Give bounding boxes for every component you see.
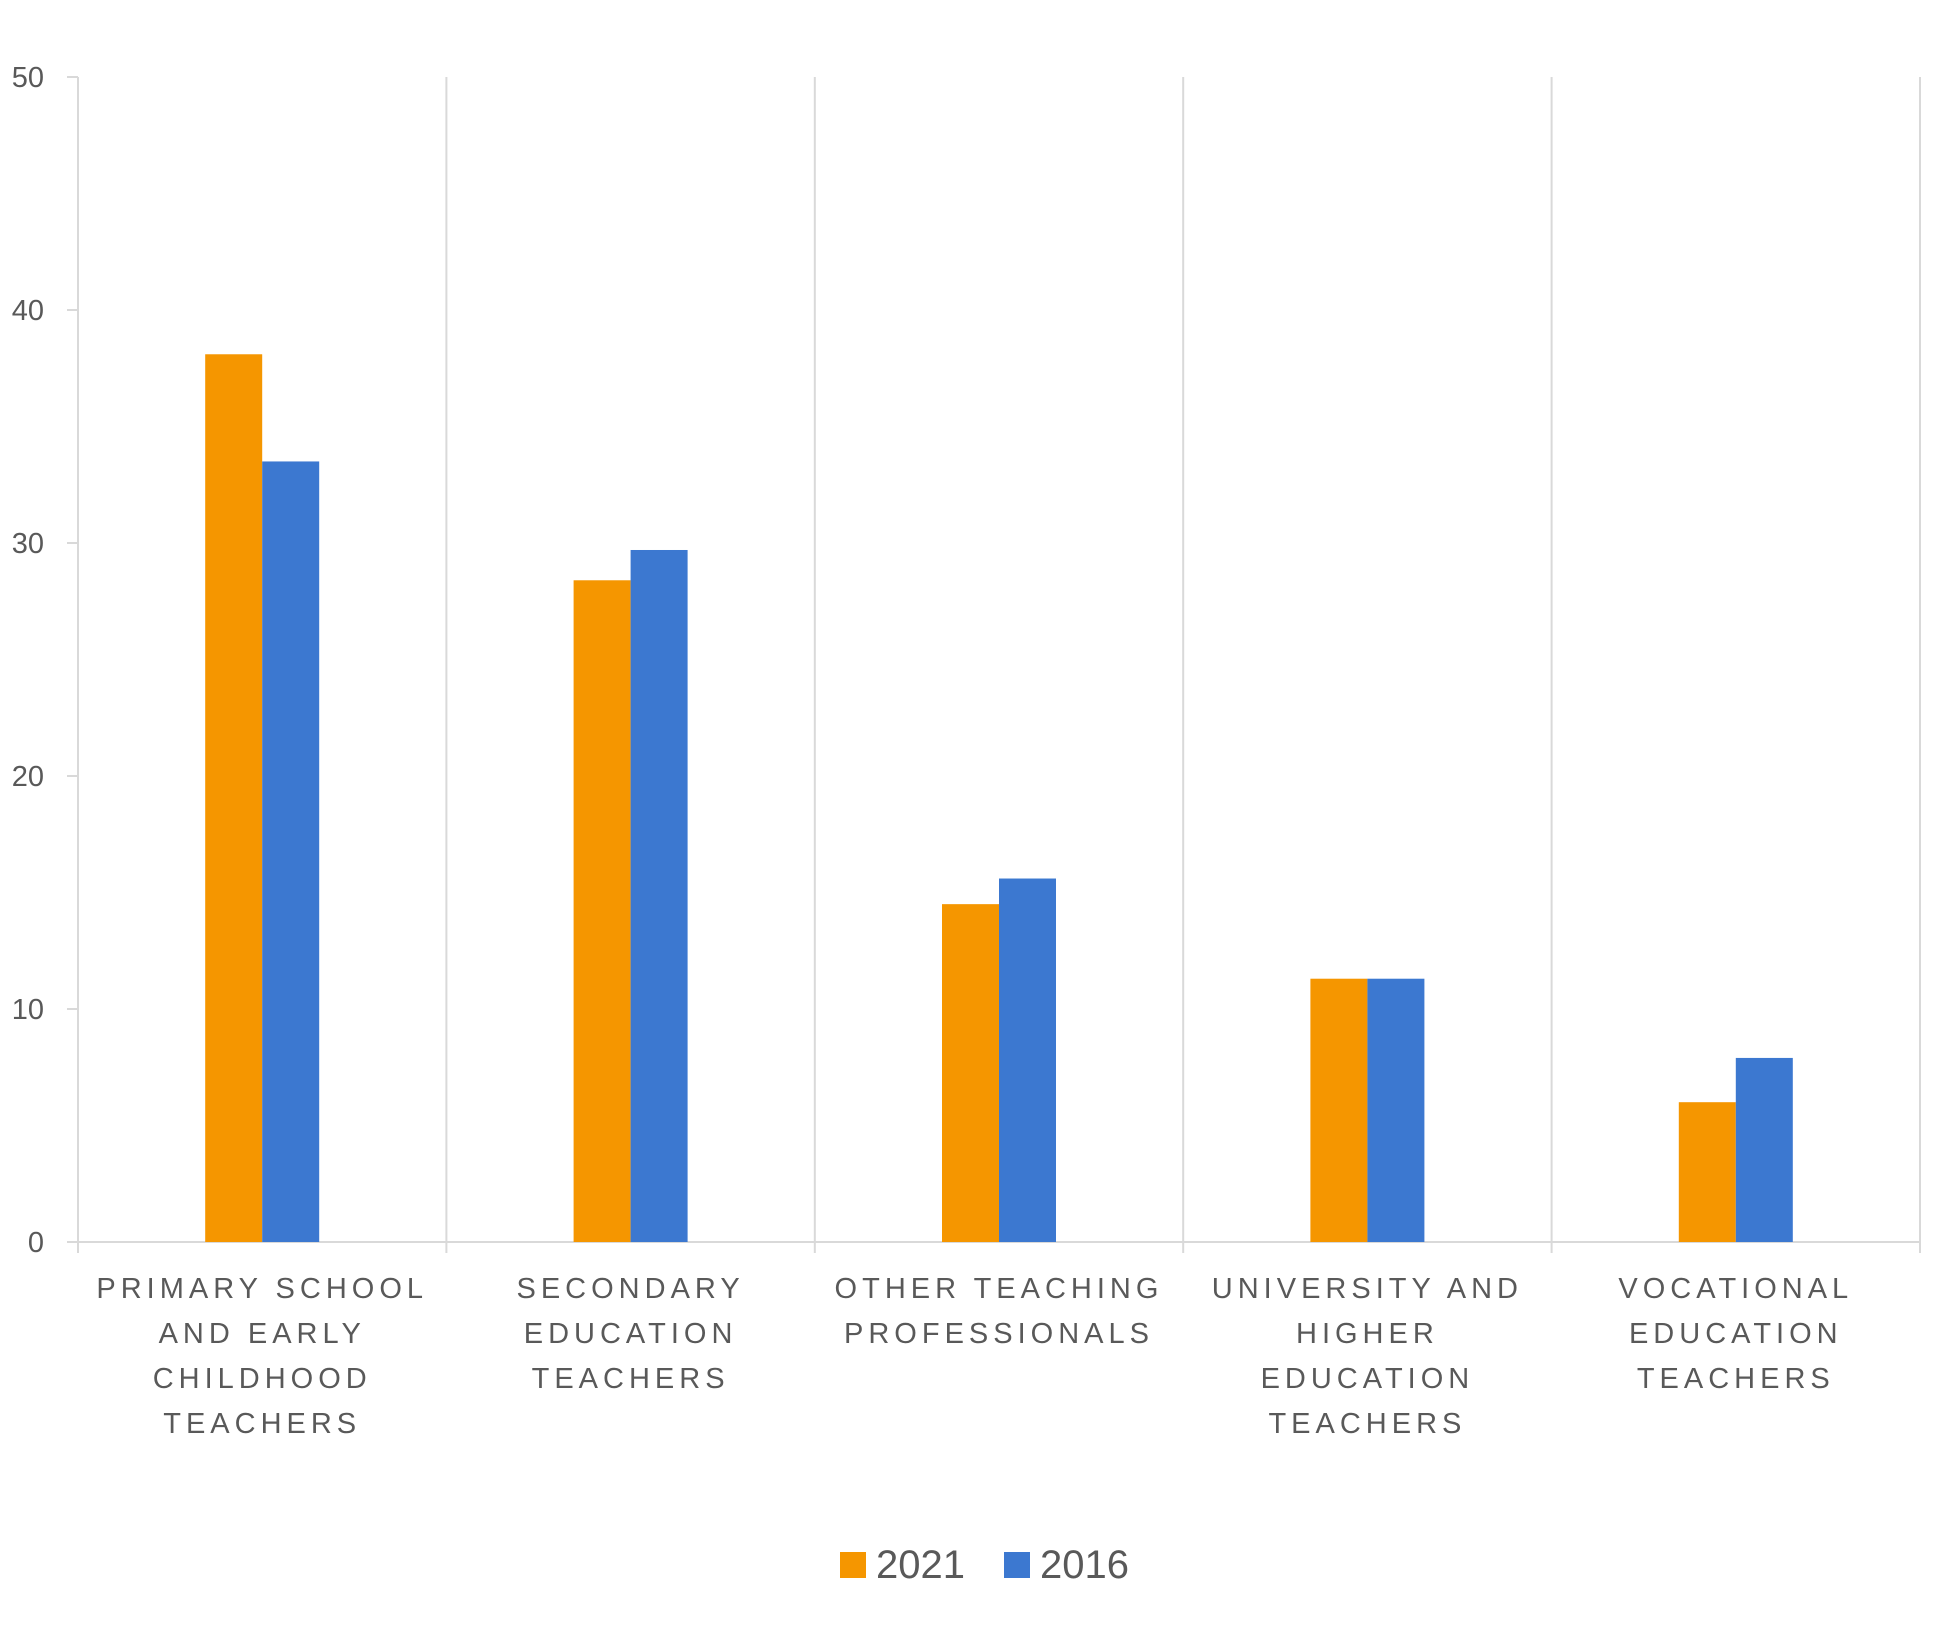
legend-swatch-2021	[840, 1552, 866, 1578]
bar-2016-1	[630, 549, 688, 1242]
x-category-label-line: EDUCATION	[1629, 1318, 1843, 1350]
bars	[205, 354, 1793, 1242]
y-tick-label: 20	[12, 761, 44, 793]
bar-2021-1	[573, 580, 631, 1242]
x-category-label: OTHER TEACHING PROFESSIONALS	[835, 1273, 1164, 1350]
x-category-label-line: EDUCATION	[524, 1318, 738, 1350]
bar-2021-4	[1678, 1102, 1736, 1242]
bar-2021-3	[1310, 978, 1368, 1242]
bar-2016-3	[1367, 978, 1425, 1242]
y-tick-label: 50	[12, 62, 44, 94]
x-category-label-line: AND EARLY	[159, 1318, 366, 1350]
bar-2016-4	[1735, 1057, 1793, 1242]
legend-label-2021: 2021	[876, 1543, 965, 1587]
x-category-label-line: TEACHERS	[1637, 1363, 1835, 1395]
x-category-labels: PRIMARY SCHOOL AND EARLY CHILDHOOD TEACHERS…	[96, 1273, 1853, 1440]
y-tick-label: 10	[12, 994, 44, 1026]
x-category-label: VOCATIONAL EDUCATION TEACHERS	[1618, 1273, 1853, 1395]
x-category-label: PRIMARY SCHOOL AND EARLY CHILDHOOD TEACHERS	[96, 1273, 428, 1440]
x-category-label-line: OTHER TEACHING	[835, 1273, 1164, 1305]
y-tick-labels: 0 10 20 30 40 50	[12, 62, 44, 1259]
bar-2021-0	[205, 354, 263, 1242]
x-category-label-line: SECONDARY	[517, 1273, 745, 1305]
x-category-label-line: HIGHER	[1296, 1318, 1439, 1350]
y-tick-label: 40	[12, 295, 44, 327]
bar-2016-0	[262, 461, 320, 1242]
x-category-label-line: PROFESSIONALS	[844, 1318, 1154, 1350]
y-tick-label: 30	[12, 528, 44, 560]
bar-2021-2	[942, 904, 999, 1242]
x-category-label-line: TEACHERS	[163, 1408, 361, 1440]
legend-swatch-2016	[1004, 1552, 1030, 1578]
x-category-label-line: CHILDHOOD	[153, 1363, 372, 1395]
legend: 2021 2016	[840, 1543, 1129, 1587]
x-category-label-line: EDUCATION	[1261, 1363, 1475, 1395]
legend-label-2016: 2016	[1040, 1543, 1129, 1587]
x-category-label-line: TEACHERS	[532, 1363, 730, 1395]
x-category-label-line: PRIMARY SCHOOL	[96, 1273, 428, 1305]
y-tick-label: 0	[28, 1227, 44, 1259]
x-category-label: UNIVERSITY AND HIGHER EDUCATION TEACHERS	[1212, 1273, 1523, 1440]
x-category-label-line: TEACHERS	[1268, 1408, 1466, 1440]
bar-2016-2	[999, 878, 1056, 1242]
x-category-label-line: UNIVERSITY AND	[1212, 1273, 1523, 1305]
x-category-label-line: VOCATIONAL	[1618, 1273, 1853, 1305]
x-category-label: SECONDARY EDUCATION TEACHERS	[517, 1273, 745, 1395]
